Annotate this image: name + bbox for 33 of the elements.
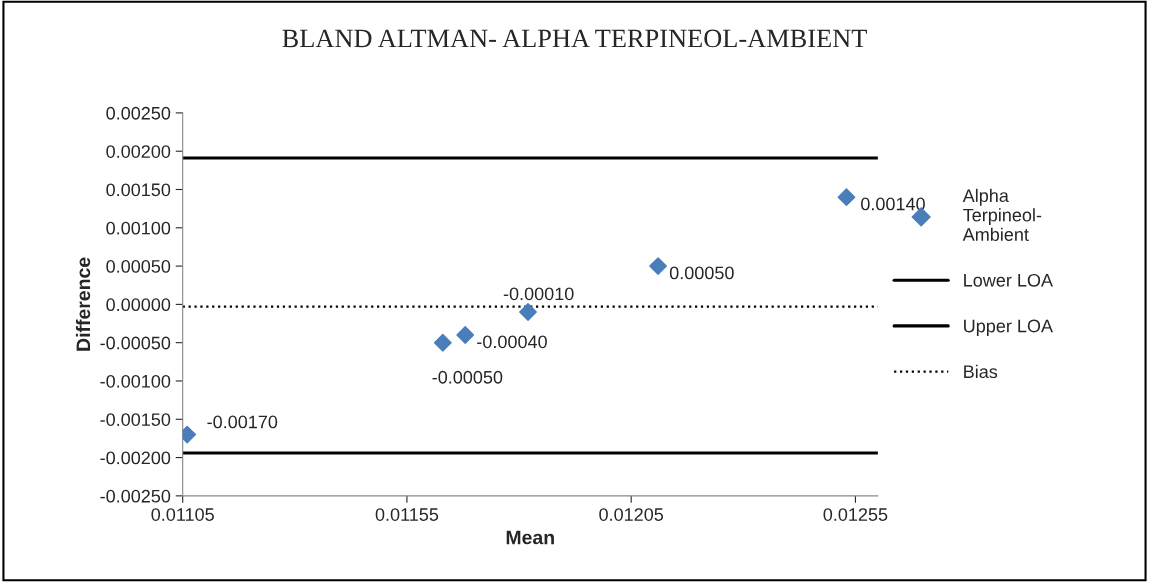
data-label: 0.00050 <box>669 266 734 280</box>
point <box>519 303 537 321</box>
point <box>433 333 452 352</box>
x-axis-title: Mean <box>506 530 554 545</box>
data-label: -0.00010 <box>503 287 574 301</box>
y-tick-label: -0.00250 <box>100 489 171 503</box>
y-axis-title: Difference <box>75 257 91 351</box>
y-tick-label: 0.00100 <box>106 221 171 235</box>
y-tick-label: -0.00200 <box>100 451 171 465</box>
data-label: -0.00170 <box>207 415 278 429</box>
point <box>456 326 475 344</box>
y-tick-label: 0.00150 <box>106 183 171 197</box>
x-tick-label: 0.01205 <box>599 508 664 521</box>
y-tick-label: 0.00250 <box>106 106 171 120</box>
y-tick-label: 0.00200 <box>106 145 171 158</box>
y-tick-label: 0.00050 <box>106 260 171 273</box>
y-tick-label: -0.00100 <box>100 374 171 388</box>
legend-label: Bias <box>964 364 998 379</box>
point <box>649 257 667 276</box>
point <box>837 188 856 207</box>
legend-label: Lower LOA <box>964 273 1053 287</box>
chart-title: BLAND ALTMAN- ALPHA TERPINEOL-AMBIENT <box>282 29 867 48</box>
data-label: -0.00040 <box>477 335 547 349</box>
legend-label: Upper LOA <box>964 319 1053 336</box>
data-label: 0.00140 <box>861 197 925 211</box>
data-label: -0.00050 <box>432 370 503 384</box>
legend-label: Alpha Terpineol-Ambient <box>962 188 1042 241</box>
y-tick-label: 0.00000 <box>106 298 171 312</box>
x-tick-label: 0.01255 <box>823 508 888 521</box>
x-tick-label: 0.01155 <box>375 508 439 521</box>
y-tick-label: -0.00050 <box>100 336 171 350</box>
y-tick-label: -0.00150 <box>100 413 171 426</box>
x-tick-label: 0.01105 <box>151 508 214 521</box>
